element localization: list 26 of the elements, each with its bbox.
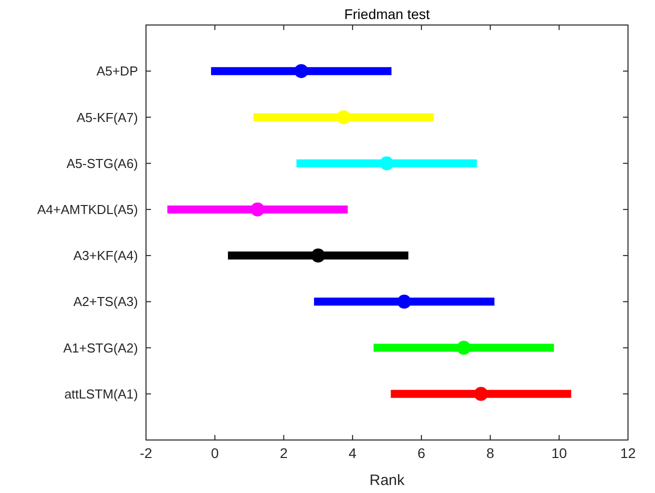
x-axis-title: Rank <box>369 472 405 489</box>
y-tick-label: A1+STG(A2) <box>63 340 138 356</box>
x-tick-label: -2 <box>140 445 152 461</box>
y-tick-label: A5-KF(A7) <box>76 110 138 125</box>
point <box>380 156 394 170</box>
point <box>294 64 308 78</box>
point <box>336 110 351 124</box>
x-tick-label: 4 <box>348 445 357 461</box>
x-tick-label: 6 <box>418 445 426 461</box>
y-tick-label: A5-STG(A6) <box>66 156 138 171</box>
x-tick-label: 10 <box>551 445 568 461</box>
x-tick-label: 2 <box>280 445 288 461</box>
point <box>474 386 488 401</box>
chart-title: Friedman test <box>344 6 430 22</box>
y-tick-label: attLSTM(A1) <box>64 386 138 402</box>
point <box>397 294 412 309</box>
y-tick-label: A5+DP <box>96 64 138 79</box>
point <box>311 248 326 263</box>
x-tick-label: 0 <box>210 445 219 461</box>
x-tick-label: 12 <box>620 445 636 461</box>
y-tick-label: A4+AMTKDL(A5) <box>37 202 138 217</box>
x-tick-label: 8 <box>486 445 494 461</box>
point <box>456 340 471 355</box>
y-tick-label: A3+KF(A4) <box>73 248 138 264</box>
y-tick-label: A2+TS(A3) <box>73 294 138 310</box>
point <box>250 202 265 216</box>
